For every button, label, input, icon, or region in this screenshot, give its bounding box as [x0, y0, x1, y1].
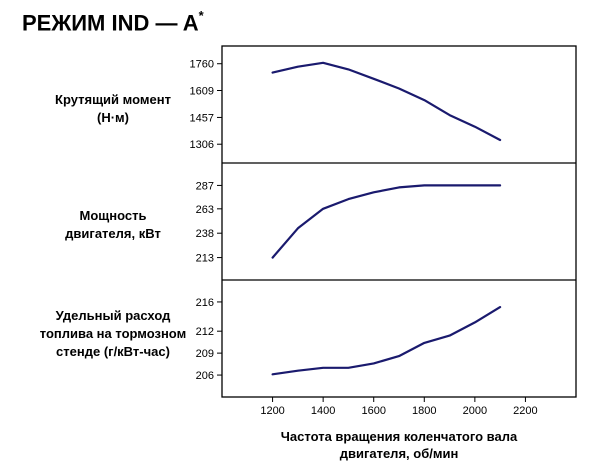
panel-label-fuel-line3: стенде (г/кВт-час): [56, 344, 170, 359]
x-tick-label: 1600: [361, 405, 385, 417]
x-tick-label: 1800: [412, 405, 436, 417]
y-tick-label: 212: [196, 326, 214, 338]
panel-label-power-line1: Мощность: [79, 208, 147, 223]
chart-title: РЕЖИМ IND — A*: [22, 8, 204, 36]
x-axis-title-line1: Частота вращения коленчатого вала: [280, 429, 518, 444]
panel-label-torque-line2: (Н·м): [97, 110, 129, 125]
y-tick-label: 1306: [190, 139, 214, 151]
title-superscript: *: [198, 8, 204, 23]
panel-label-torque-line1: Крутящий момент: [55, 92, 171, 107]
panel-label-power: Мощность двигателя, кВт: [8, 207, 218, 243]
y-tick-label: 263: [196, 204, 214, 216]
x-axis-title: Частота вращения коленчатого вала двигат…: [222, 428, 576, 462]
panel-label-fuel-line2: топлива на тормозном: [39, 326, 187, 341]
x-tick-layer: 1200 1400 1600 1800 2000 2200: [260, 397, 538, 417]
panel-label-fuel-line1: Удельный расход: [55, 308, 171, 323]
x-tick-label: 1200: [260, 405, 284, 417]
panel-label-power-line2: двигателя, кВт: [65, 226, 161, 241]
x-axis-title-line2: двигателя, об/мин: [339, 446, 459, 461]
y-tick-label: 287: [196, 180, 214, 192]
y-tick-label: 238: [196, 228, 214, 240]
y-tick-label: 213: [196, 253, 214, 265]
y-tick-label: 209: [196, 348, 214, 360]
plot-frame: [221, 45, 577, 398]
x-tick-label: 2000: [463, 405, 487, 417]
chart-frame: [221, 45, 577, 398]
panel-label-torque: Крутящий момент (Н·м): [8, 91, 218, 127]
series-line-3: [271, 306, 502, 376]
y-tick-layer: 1306 1457 1609 1760 213 238 263 287 206 209 212 216: [190, 59, 222, 382]
series-layer: [271, 61, 502, 376]
x-tick-label: 2200: [513, 405, 537, 417]
y-tick-label: 1609: [190, 85, 214, 97]
y-tick-label: 1457: [190, 112, 214, 124]
y-tick-label: 1760: [190, 59, 214, 71]
panel-label-fuel: Удельный расход топлива на тормозном сте…: [8, 307, 218, 361]
x-tick-label: 1400: [311, 405, 335, 417]
series-line-2: [271, 184, 502, 259]
y-tick-label: 206: [196, 370, 214, 382]
series-line-1: [271, 61, 502, 142]
y-tick-label: 216: [196, 297, 214, 309]
